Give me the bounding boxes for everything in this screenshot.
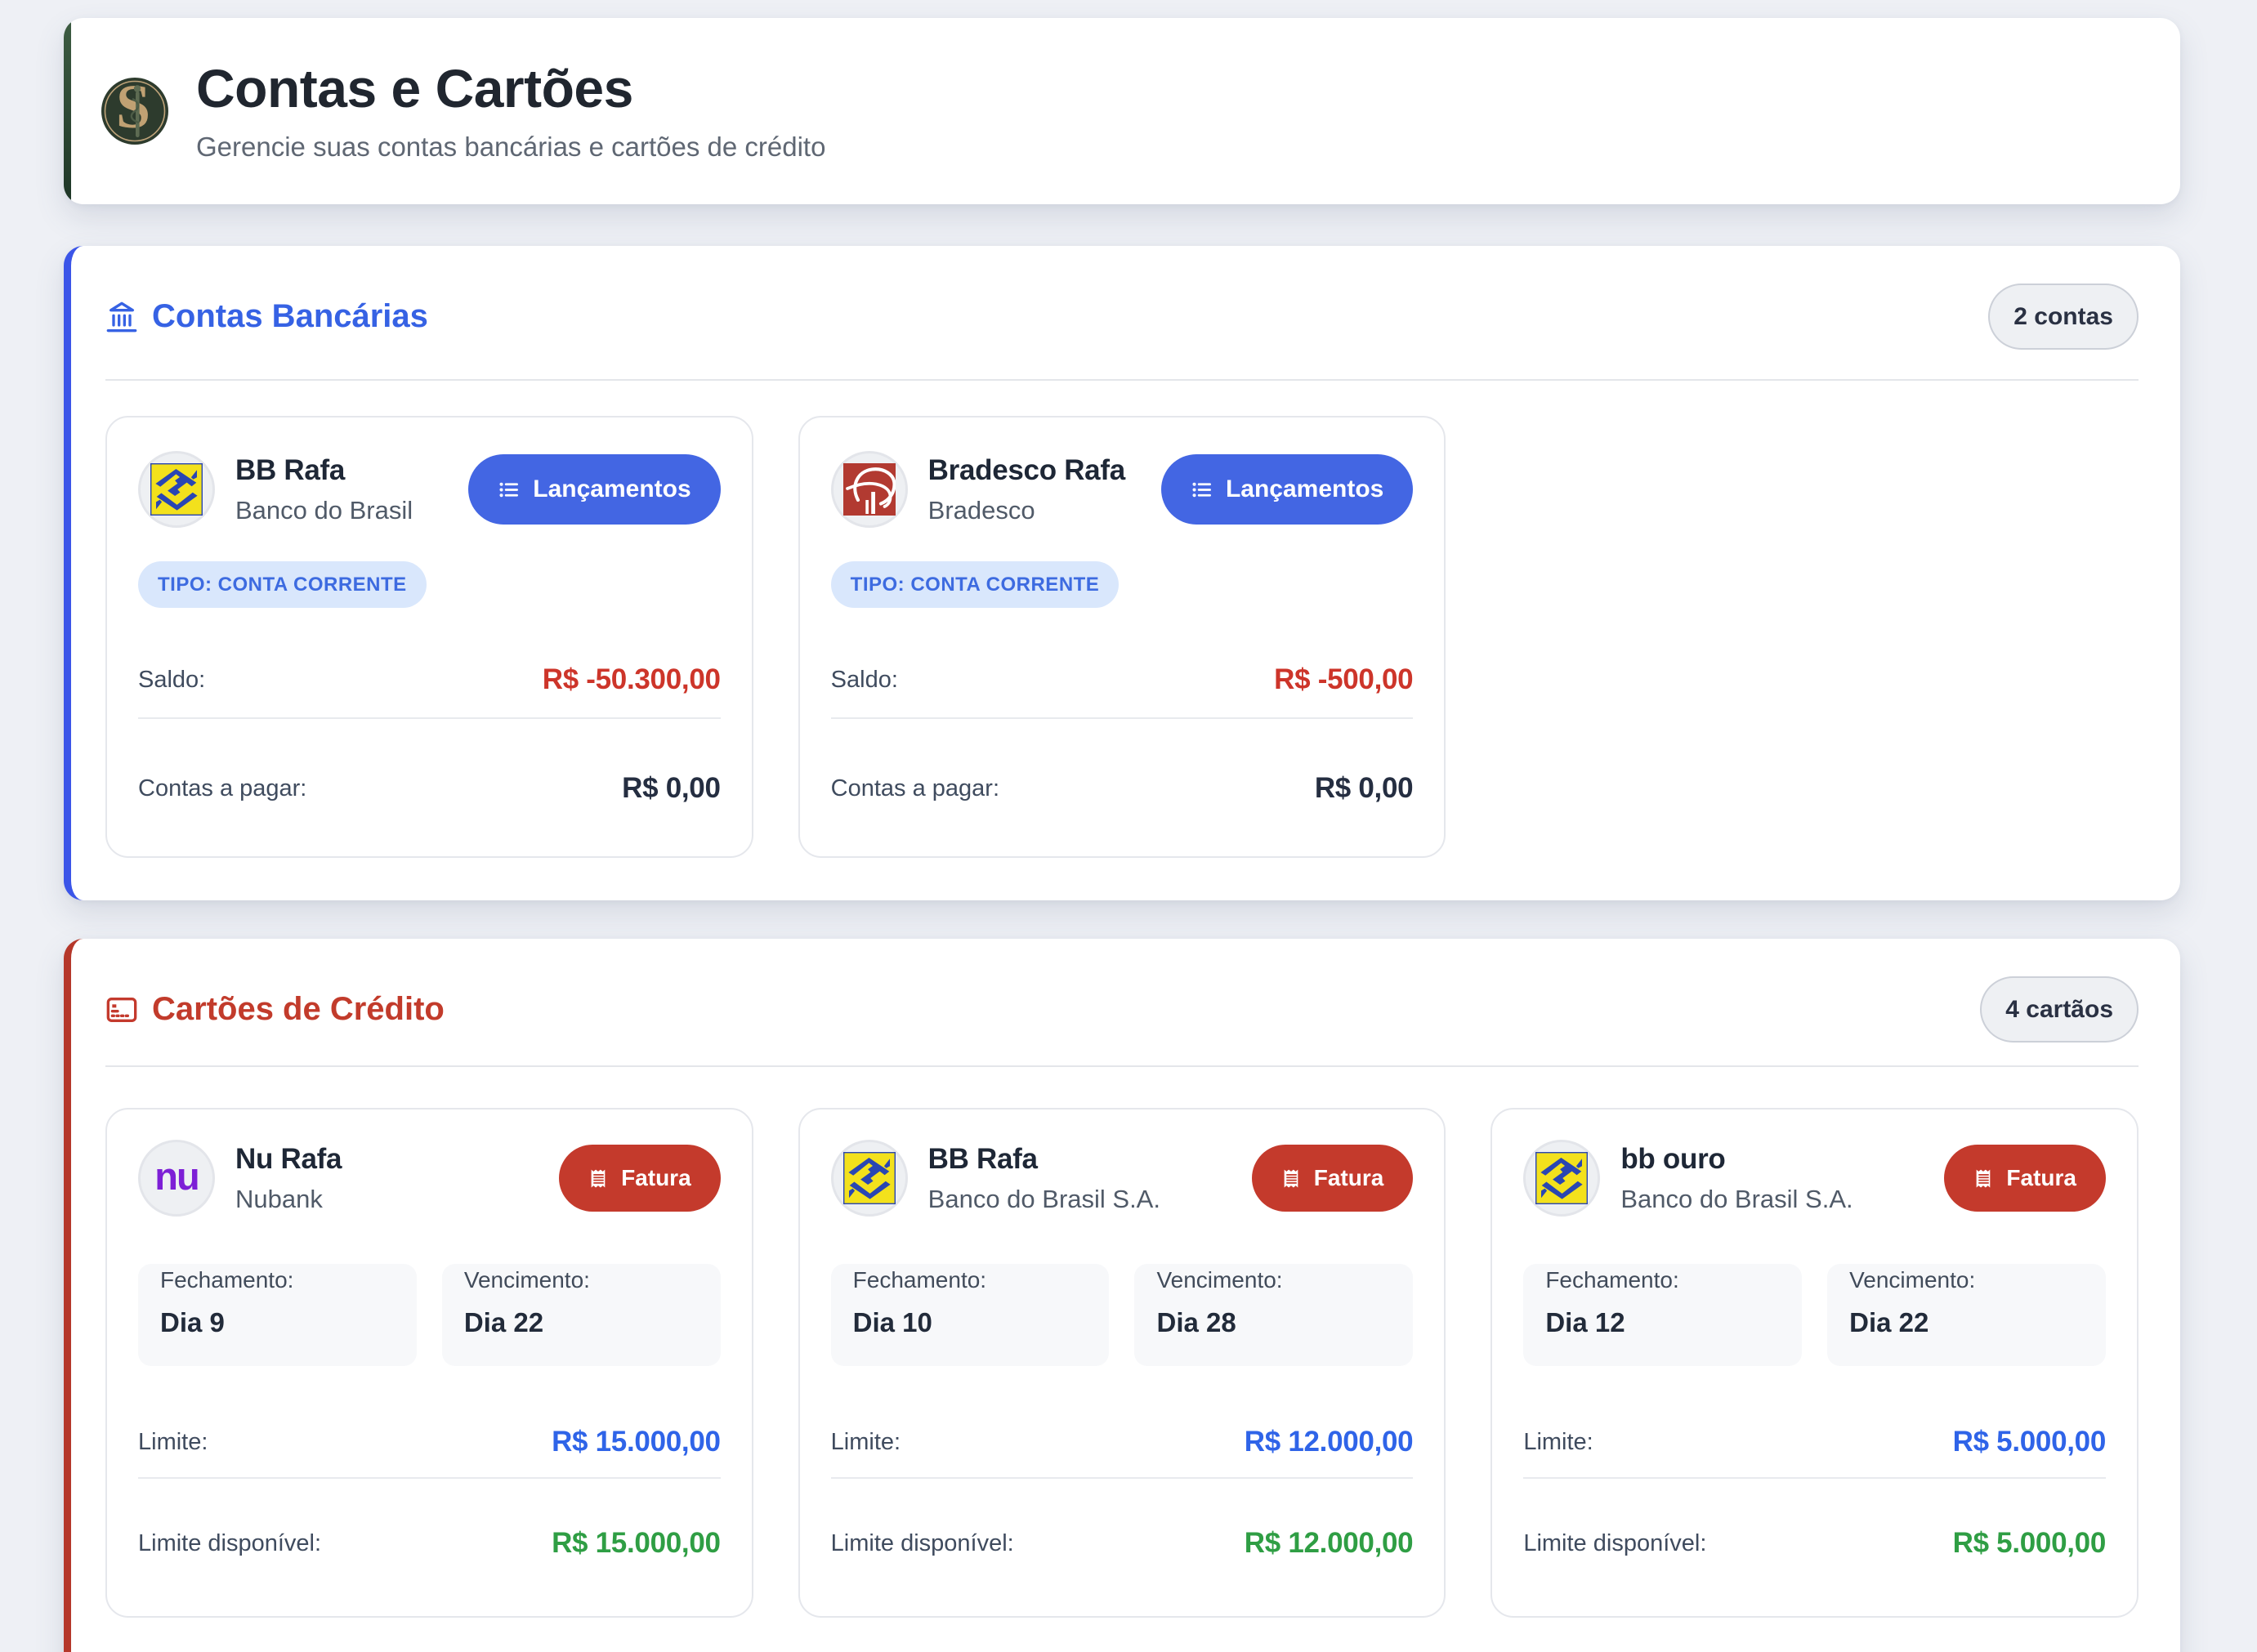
svg-text:S: S (116, 78, 150, 141)
svg-text:nu: nu (154, 1154, 198, 1198)
